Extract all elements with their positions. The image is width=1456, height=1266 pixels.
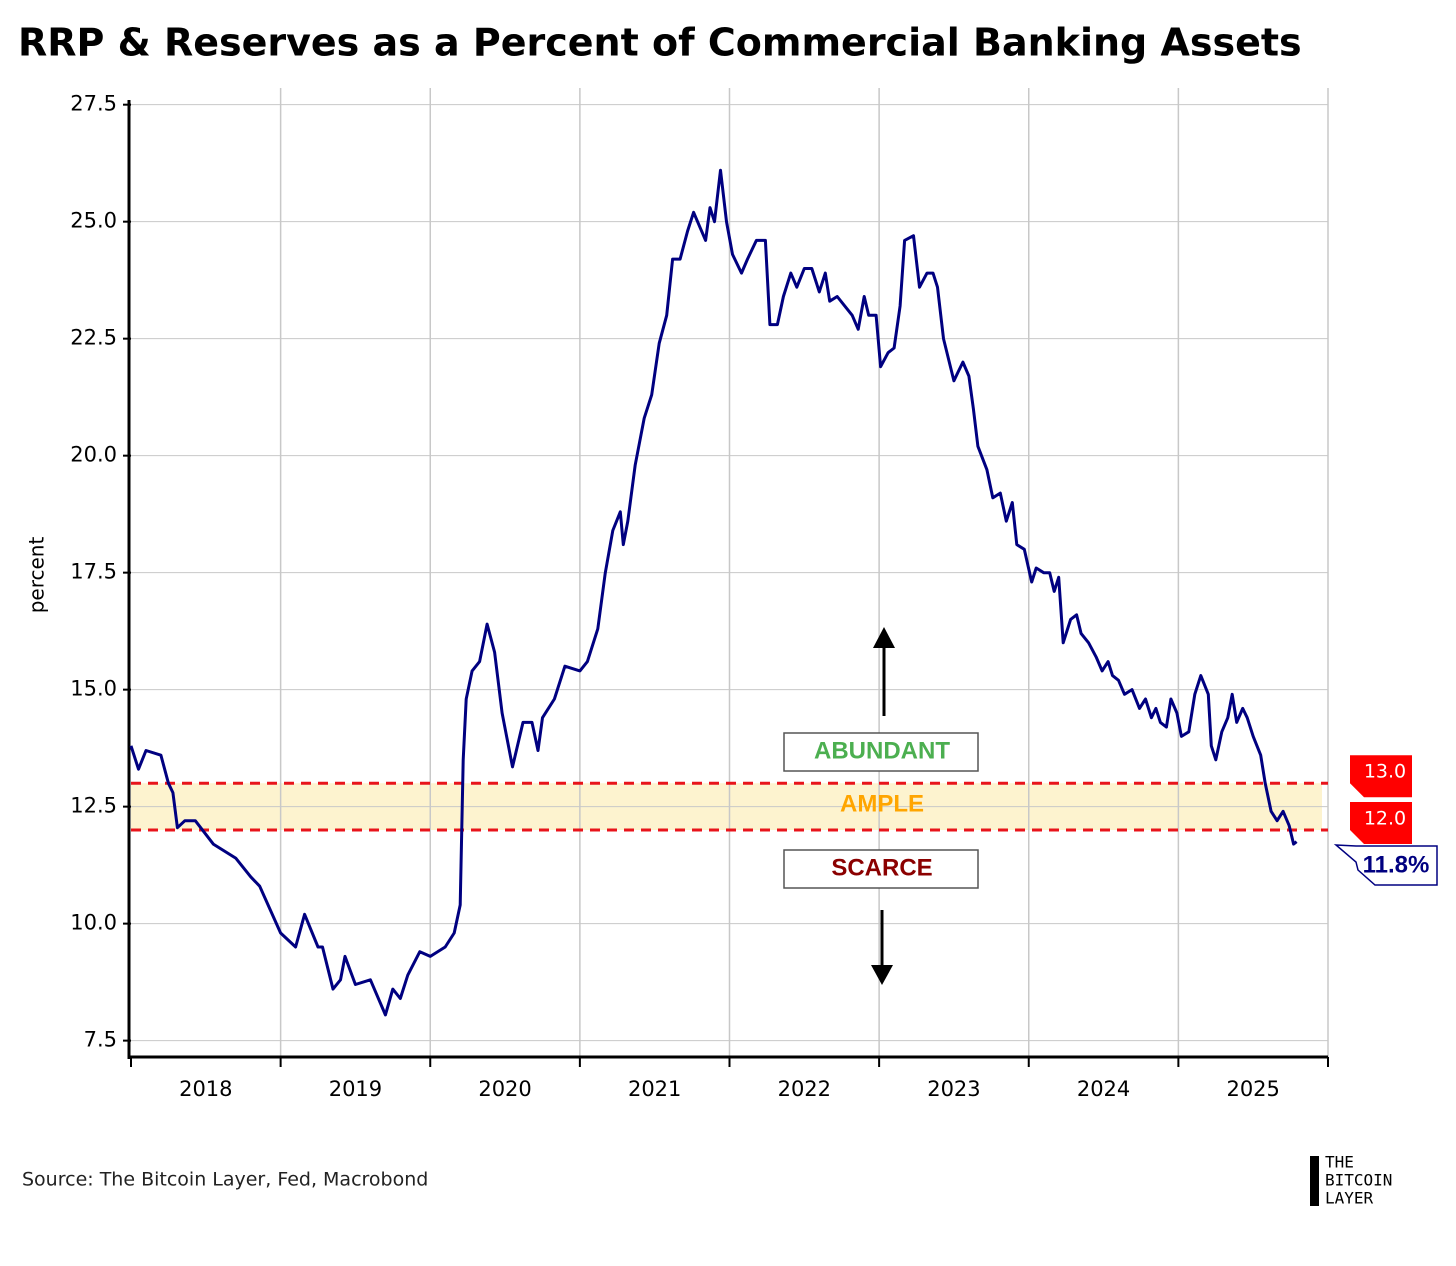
y-tick-label: 25.0 [70,209,117,233]
y-tick-label: 12.5 [70,794,117,818]
last-value-label: 11.8% [1363,851,1430,878]
zone-label: ABUNDANT [814,737,950,764]
logo-text: THE [1325,1153,1354,1172]
x-tick-label: 2019 [329,1077,382,1101]
threshold-label-box [1350,802,1412,845]
zone-box [783,732,979,772]
y-tick-label: 7.5 [84,1028,117,1052]
x-tick-label: 2020 [478,1077,531,1101]
source: Source: The Bitcoin Layer, Fed, Macrobon… [22,1169,428,1191]
arrow-head [873,627,895,648]
y-tick-label: 17.5 [70,560,117,584]
series-line [129,168,1298,1017]
y-tick-label: 15.0 [70,677,117,701]
y-tick-label: 27.5 [70,92,117,116]
y-tick-label: 22.5 [70,326,117,350]
x-tick-label: 2023 [927,1077,980,1101]
x-tick-label: 2024 [1077,1077,1130,1101]
zone-box [783,849,979,889]
threshold-label-box [1350,755,1412,798]
y-tick-label: 20.0 [70,443,117,467]
x-tick-label: 2021 [628,1077,681,1101]
arrow-head [871,965,893,985]
last-value-box [1333,844,1438,886]
chart-title: RRP & Reserves as a Percent of Commercia… [18,21,1302,65]
logo-text: BITCOIN [1325,1171,1392,1190]
y-axis-label: percent [25,537,49,614]
zone-label: SCARCE [831,854,932,881]
plot-area: 7.5 10.0 12.5 15.0 17.5 20.0 22.5 25.0 27.5 2018 2… [70,88,1438,1101]
x-tick-label: 2025 [1226,1077,1279,1101]
logo-bar [1310,1156,1319,1206]
x-tick-label: 2018 [179,1077,232,1101]
threshold-label: 13.0 [1364,761,1406,783]
y-tick-label: 10.0 [70,911,117,935]
threshold-label: 12.0 [1364,808,1406,830]
zone-label: AMPLE [840,790,924,817]
logo-text: LAYER [1325,1189,1374,1208]
x-tick-label: 2022 [778,1077,831,1101]
